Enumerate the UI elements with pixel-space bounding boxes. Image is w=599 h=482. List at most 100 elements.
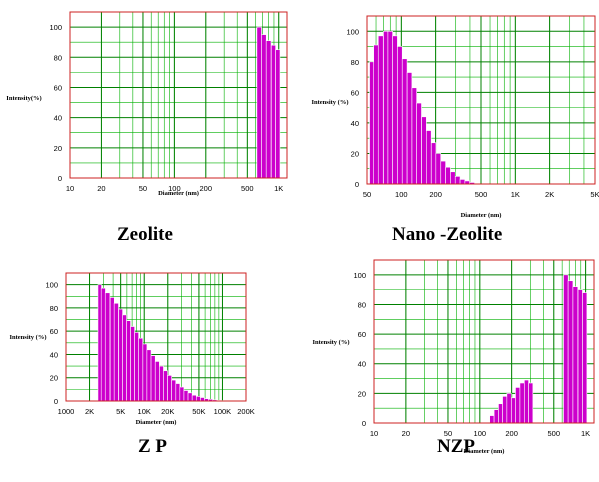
x-tick-label: 100 (474, 429, 487, 438)
data-bar (261, 34, 267, 179)
chart-zp: 0 20 40 60 80 100 1000 2K 5K 10K 20K 50K 100K 200K Int… (9, 272, 255, 426)
data-bar (401, 58, 408, 185)
x-tick-label: 200 (505, 429, 518, 438)
y-axis-label: Intensity (%) (9, 334, 46, 341)
x-tick-label: 20 (402, 429, 410, 438)
x-tick-label: 2K (85, 407, 94, 416)
data-bar (146, 349, 152, 402)
y-tick-label: 100 (346, 27, 359, 36)
data-bar (383, 30, 389, 185)
data-bar (454, 176, 461, 185)
x-tick-label: 10 (66, 184, 74, 193)
data-bar (167, 375, 172, 402)
y-tick-label: 80 (50, 304, 58, 313)
chart-panel-nzp: 0 20 40 60 80 100 10 20 50 100 200 500 1K Intensity (… (300, 255, 599, 482)
data-bar (191, 394, 197, 402)
data-bar (183, 390, 189, 402)
y-tick-label: 20 (50, 374, 58, 383)
data-bar (515, 387, 521, 424)
x-tick-label: 50 (139, 184, 147, 193)
data-bar (377, 35, 384, 185)
data-bar (122, 314, 127, 402)
data-bar (265, 40, 272, 179)
x-tick-label: 10K (138, 407, 151, 416)
data-bar (270, 44, 276, 179)
chart-zeolite: 0 20 40 60 80 100 10 20 50 100 200 500 1K Intensity(%… (6, 11, 288, 197)
data-bar (130, 326, 135, 402)
y-tick-label: 100 (45, 281, 58, 290)
data-bar (373, 44, 379, 185)
y-tick-label: 40 (50, 350, 58, 359)
data-bar (440, 160, 446, 185)
caption-zeolite: Zeolite (117, 224, 173, 245)
y-axis-label: Intensity(%) (6, 95, 41, 102)
data-bar (582, 292, 588, 424)
plot-area (69, 11, 288, 179)
data-bar (179, 386, 185, 402)
y-tick-label: 20 (351, 149, 359, 158)
data-bar (126, 320, 131, 402)
y-tick-label: 20 (54, 144, 62, 153)
data-bar (187, 392, 193, 402)
data-bar (100, 287, 106, 402)
caption-zp: Z P (138, 436, 168, 457)
data-bar (493, 409, 499, 424)
x-tick-label: 50 (363, 190, 371, 199)
plot-border (65, 272, 247, 402)
data-bar (572, 286, 579, 424)
data-bar (416, 102, 422, 185)
y-tick-label: 100 (49, 23, 62, 32)
plot-area (373, 259, 595, 424)
data-bar (397, 46, 403, 185)
data-bar (369, 61, 375, 185)
x-tick-label: 200K (237, 407, 255, 416)
x-tick-label: 50K (192, 407, 205, 416)
data-bar (200, 397, 205, 402)
plot-border (366, 15, 596, 185)
x-tick-label: 1K (581, 429, 590, 438)
data-bar (387, 30, 393, 185)
data-bar (275, 49, 281, 179)
data-bar (150, 355, 156, 402)
x-tick-label: 100K (214, 407, 232, 416)
y-tick-label: 60 (351, 88, 359, 97)
x-tick-label: 500 (475, 190, 488, 199)
plot-border (373, 259, 595, 424)
data-bar (256, 26, 262, 179)
x-axis-label: Diameter (nm) (158, 190, 199, 197)
x-tick-label: 20 (97, 184, 105, 193)
chart-panel-zeolite: 0 20 40 60 80 100 10 20 50 100 200 500 1K Intensity(%… (0, 0, 300, 245)
x-tick-label: 1K (274, 184, 283, 193)
y-tick-label: 100 (353, 271, 366, 280)
data-bar (435, 153, 442, 185)
data-bar (528, 382, 534, 424)
data-bar (524, 379, 529, 424)
data-bar (175, 383, 181, 402)
y-tick-label: 40 (351, 119, 359, 128)
data-bar (142, 343, 148, 402)
y-tick-label: 60 (50, 327, 58, 336)
data-bar (426, 130, 432, 185)
data-bar (113, 302, 119, 402)
x-tick-label: 5K (116, 407, 125, 416)
data-bar (506, 393, 512, 424)
x-tick-label: 5K (590, 190, 599, 199)
y-tick-label: 80 (358, 300, 366, 309)
chart-panel-zp: 0 20 40 60 80 100 1000 2K 5K 10K 20K 50K 100K 200K Int… (0, 255, 300, 482)
x-axis-label: Diameter (nm) (136, 419, 177, 426)
data-bar (406, 72, 413, 185)
x-tick-label: 1K (511, 190, 520, 199)
chart-nano-zeolite: 0 20 40 60 80 100 50 100 200 500 1K 2K 5K Intensity (… (311, 15, 599, 219)
y-tick-label: 80 (54, 53, 62, 62)
data-bar (459, 179, 466, 185)
chart-panel-nano-zeolite: 0 20 40 60 80 100 50 100 200 500 1K 2K 5K Intensity (… (300, 0, 599, 245)
x-tick-label: 500 (548, 429, 561, 438)
data-bar (511, 397, 516, 424)
y-tick-label: 0 (54, 397, 58, 406)
x-axis-label: Diameter (nm) (461, 212, 502, 219)
y-tick-label: 80 (351, 58, 359, 67)
data-bar (159, 365, 164, 402)
data-bar (567, 280, 574, 424)
x-tick-label: 2K (545, 190, 554, 199)
data-bar (445, 166, 451, 185)
